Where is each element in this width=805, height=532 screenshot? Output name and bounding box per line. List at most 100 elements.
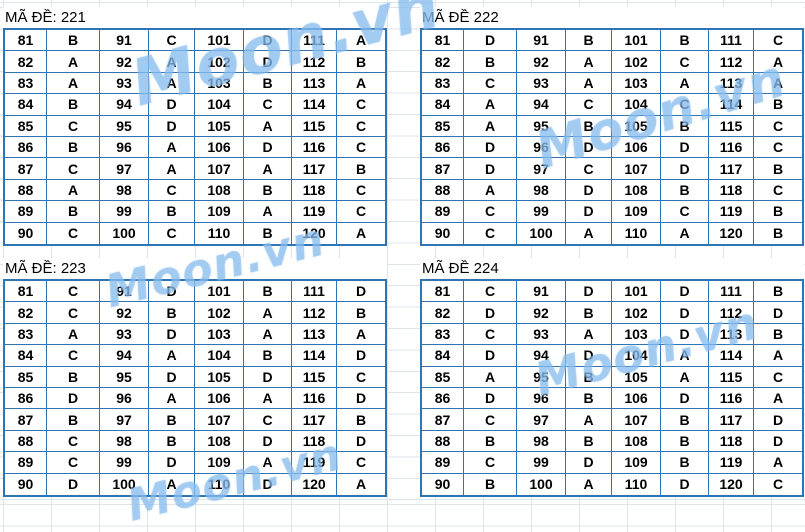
question-number-cell[interactable]: 111 — [291, 281, 337, 303]
answer-cell[interactable]: C — [47, 158, 100, 180]
answer-cell[interactable]: A — [661, 72, 709, 95]
question-number-cell[interactable]: 105 — [611, 366, 661, 388]
answer-cell[interactable]: D — [47, 387, 100, 410]
question-number-cell[interactable]: 98 — [99, 430, 149, 453]
answer-cell[interactable]: A — [149, 158, 195, 180]
question-number-cell[interactable]: 109 — [194, 201, 244, 223]
question-number-cell[interactable]: 101 — [611, 30, 661, 52]
answer-cell[interactable]: B — [47, 30, 100, 52]
answer-cell[interactable]: A — [566, 51, 612, 73]
question-number-cell[interactable]: 86 — [5, 136, 47, 159]
question-number-cell[interactable]: 97 — [516, 409, 566, 431]
question-number-cell[interactable]: 114 — [708, 345, 754, 367]
answer-cell[interactable]: A — [754, 388, 802, 410]
answer-cell[interactable]: D — [244, 30, 292, 52]
question-number-cell[interactable]: 115 — [291, 115, 337, 137]
answer-cell[interactable]: D — [661, 136, 709, 159]
question-number-cell[interactable]: 84 — [422, 345, 464, 367]
question-number-cell[interactable]: 90 — [422, 222, 464, 244]
answer-cell[interactable]: A — [244, 201, 292, 223]
question-number-cell[interactable]: 118 — [708, 430, 754, 453]
question-number-cell[interactable]: 94 — [99, 94, 149, 116]
answer-cell[interactable]: A — [337, 73, 385, 95]
answer-cell[interactable]: D — [464, 387, 517, 410]
answer-cell[interactable]: D — [464, 158, 517, 180]
answer-cell[interactable]: B — [754, 201, 802, 223]
exam-code-title[interactable]: MÃ ĐỀ 224 — [420, 258, 804, 279]
question-number-cell[interactable]: 110 — [194, 473, 244, 495]
answer-cell[interactable]: C — [149, 30, 195, 52]
question-number-cell[interactable]: 120 — [291, 222, 337, 244]
question-number-cell[interactable]: 96 — [516, 136, 566, 159]
question-number-cell[interactable]: 97 — [99, 158, 149, 180]
answer-cell[interactable]: D — [244, 136, 292, 159]
answer-cell[interactable]: B — [464, 51, 517, 73]
question-number-cell[interactable]: 87 — [5, 158, 47, 180]
answer-cell[interactable]: A — [661, 366, 709, 388]
question-number-cell[interactable]: 84 — [5, 345, 47, 367]
exam-code-title[interactable]: MÃ ĐỀ: 223 — [3, 258, 387, 279]
question-number-cell[interactable]: 108 — [611, 430, 661, 453]
answer-cell[interactable]: D — [149, 115, 195, 137]
question-number-cell[interactable]: 81 — [422, 30, 464, 52]
question-number-cell[interactable]: 88 — [422, 430, 464, 453]
answer-cell[interactable]: C — [47, 302, 100, 324]
answer-cell[interactable]: A — [754, 51, 802, 73]
question-number-cell[interactable]: 96 — [99, 387, 149, 410]
question-number-cell[interactable]: 114 — [291, 345, 337, 367]
answer-cell[interactable]: B — [149, 302, 195, 324]
question-number-cell[interactable]: 102 — [611, 51, 661, 73]
answer-cell[interactable]: B — [149, 201, 195, 223]
answer-cell[interactable]: C — [337, 137, 385, 159]
answer-cell[interactable]: A — [47, 179, 100, 202]
question-number-cell[interactable]: 116 — [708, 387, 754, 410]
answer-cell[interactable]: A — [47, 72, 100, 95]
question-number-cell[interactable]: 91 — [516, 30, 566, 52]
question-number-cell[interactable]: 113 — [708, 72, 754, 95]
question-number-cell[interactable]: 119 — [291, 452, 337, 474]
answer-cell[interactable]: A — [355, 476, 367, 493]
question-number-cell[interactable]: 118 — [291, 179, 337, 202]
question-number-cell[interactable]: 88 — [5, 430, 47, 453]
answer-cell[interactable]: C — [337, 180, 385, 202]
answer-cell[interactable]: C — [661, 94, 709, 116]
answer-cell[interactable]: B — [244, 281, 292, 303]
question-number-cell[interactable]: 114 — [708, 94, 754, 116]
question-number-cell[interactable]: 103 — [194, 72, 244, 95]
answer-cell[interactable]: D — [566, 345, 612, 367]
answer-cell[interactable]: A — [47, 323, 100, 346]
question-number-cell[interactable]: 105 — [194, 115, 244, 137]
question-number-cell[interactable]: 100 — [516, 473, 566, 495]
answer-cell[interactable]: B — [661, 430, 709, 453]
question-number-cell[interactable]: 99 — [99, 452, 149, 474]
question-number-cell[interactable]: 100 — [99, 473, 149, 495]
question-number-cell[interactable]: 83 — [5, 72, 47, 95]
answer-cell[interactable]: A — [149, 387, 195, 410]
answer-cell[interactable]: A — [464, 179, 517, 202]
answer-cell[interactable]: A — [337, 324, 385, 346]
answer-cell[interactable]: C — [464, 281, 517, 303]
answer-cell[interactable]: C — [464, 222, 517, 244]
answer-cell[interactable]: C — [47, 430, 100, 453]
question-number-cell[interactable]: 92 — [516, 51, 566, 73]
answer-cell[interactable]: D — [464, 345, 517, 367]
answer-cell[interactable]: B — [47, 366, 100, 388]
question-number-cell[interactable]: 115 — [708, 366, 754, 388]
question-number-cell[interactable]: 95 — [516, 366, 566, 388]
question-number-cell[interactable]: 119 — [708, 452, 754, 474]
answer-cell[interactable]: D — [661, 387, 709, 410]
question-number-cell[interactable]: 93 — [99, 323, 149, 346]
question-number-cell[interactable]: 112 — [291, 51, 337, 73]
answer-cell[interactable]: D — [149, 281, 195, 303]
question-number-cell[interactable]: 85 — [422, 115, 464, 137]
answer-cell[interactable]: C — [337, 116, 385, 137]
answer-cell[interactable]: C — [47, 222, 100, 244]
question-number-cell[interactable]: 102 — [611, 302, 661, 324]
question-number-cell[interactable]: 81 — [5, 30, 47, 52]
question-number-cell[interactable]: 89 — [5, 452, 47, 474]
answer-cell[interactable]: B — [754, 324, 802, 346]
question-number-cell[interactable]: 119 — [708, 201, 754, 223]
question-number-cell[interactable]: 90 — [5, 473, 47, 495]
question-number-cell[interactable]: 107 — [611, 158, 661, 180]
question-number-cell[interactable]: 87 — [422, 158, 464, 180]
